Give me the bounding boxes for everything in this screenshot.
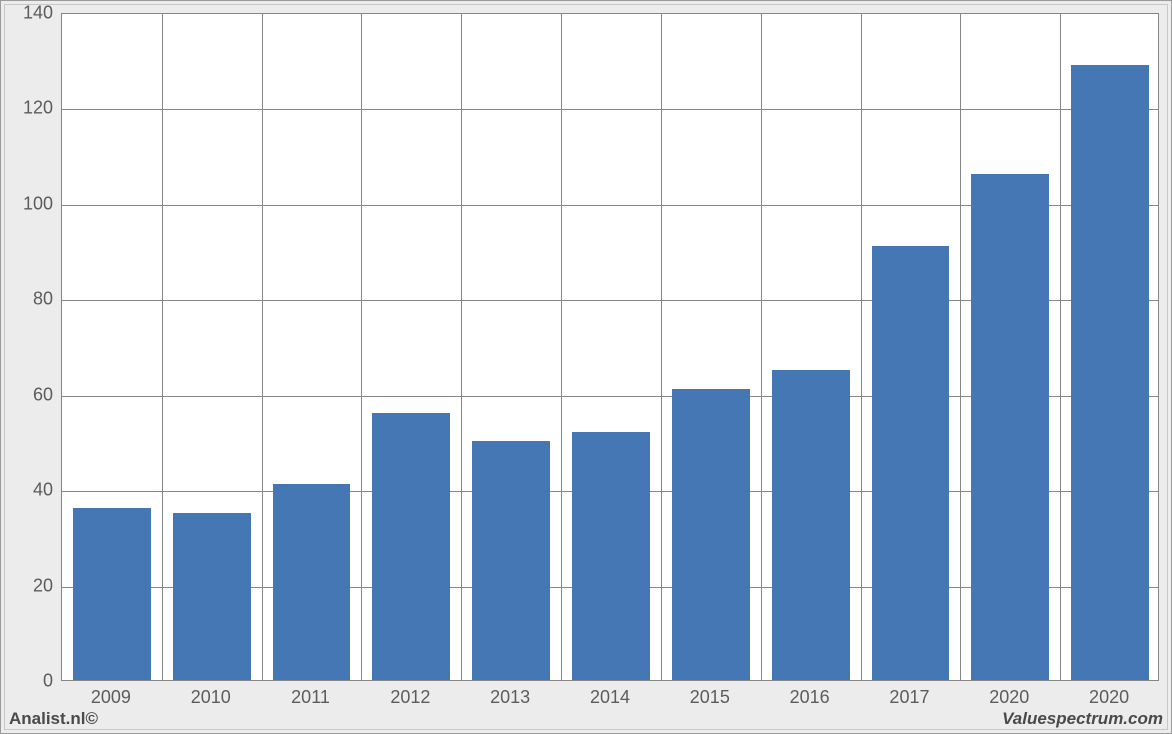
- bar: [73, 508, 151, 680]
- x-tick-label: 2011: [291, 687, 330, 708]
- gridline-v: [1060, 14, 1061, 680]
- gridline-v: [761, 14, 762, 680]
- y-tick-label: 100: [1, 193, 53, 214]
- x-tick-label: 2020: [1089, 687, 1129, 708]
- bar: [1071, 65, 1149, 681]
- bar: [971, 174, 1049, 680]
- x-tick-label: 2010: [191, 687, 231, 708]
- footer-right-credit: Valuespectrum.com: [1002, 709, 1163, 729]
- gridline-v: [461, 14, 462, 680]
- x-tick-label: 2015: [690, 687, 730, 708]
- bar: [273, 484, 351, 680]
- gridline-h: [62, 109, 1158, 110]
- y-tick-label: 80: [1, 289, 53, 310]
- gridline-v: [960, 14, 961, 680]
- footer-left-credit: Analist.nl©: [9, 709, 98, 729]
- bar: [572, 432, 650, 680]
- x-tick-label: 2016: [790, 687, 830, 708]
- bar: [772, 370, 850, 680]
- gridline-v: [361, 14, 362, 680]
- y-tick-label: 40: [1, 480, 53, 501]
- x-tick-label: 2012: [390, 687, 430, 708]
- plot-area: [61, 13, 1159, 681]
- bar: [173, 513, 251, 680]
- gridline-v: [561, 14, 562, 680]
- y-tick-label: 120: [1, 98, 53, 119]
- x-tick-label: 2017: [889, 687, 929, 708]
- y-tick-label: 60: [1, 384, 53, 405]
- gridline-v: [262, 14, 263, 680]
- chart-outer: 0 20 40 60 80 100 120 140 2009 2010 2011 2012 2013 2…: [0, 0, 1172, 734]
- bar: [372, 413, 450, 680]
- y-tick-label: 0: [1, 671, 53, 692]
- x-tick-label: 2013: [490, 687, 530, 708]
- bar: [672, 389, 750, 680]
- x-tick-label: 2014: [590, 687, 630, 708]
- bar: [872, 246, 950, 680]
- y-tick-label: 20: [1, 575, 53, 596]
- gridline-v: [162, 14, 163, 680]
- y-tick-label: 140: [1, 3, 53, 24]
- gridline-v: [661, 14, 662, 680]
- gridline-v: [861, 14, 862, 680]
- x-tick-label: 2020: [989, 687, 1029, 708]
- bar: [472, 441, 550, 680]
- x-tick-label: 2009: [91, 687, 131, 708]
